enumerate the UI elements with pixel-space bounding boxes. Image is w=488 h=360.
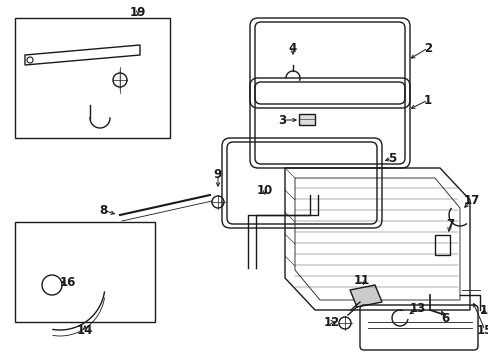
Text: 12: 12: [323, 315, 340, 328]
Text: 1: 1: [423, 94, 431, 107]
Text: 13: 13: [409, 302, 425, 315]
Text: 17: 17: [463, 194, 479, 207]
Text: 18: 18: [479, 303, 488, 316]
Text: 2: 2: [423, 41, 431, 54]
Polygon shape: [349, 285, 381, 307]
Text: 15: 15: [476, 324, 488, 337]
Text: 19: 19: [129, 5, 146, 18]
Text: 14: 14: [77, 324, 93, 337]
Polygon shape: [298, 114, 314, 125]
Bar: [15, 222, 155, 322]
Text: 6: 6: [440, 311, 448, 324]
Text: 8: 8: [99, 203, 107, 216]
Text: 16: 16: [60, 275, 76, 288]
Text: 5: 5: [387, 152, 395, 165]
Text: 10: 10: [256, 184, 273, 197]
Text: 3: 3: [277, 113, 285, 126]
Text: 11: 11: [353, 274, 369, 287]
Bar: [15, 18, 170, 138]
Text: 7: 7: [445, 219, 453, 231]
Text: 4: 4: [288, 41, 297, 54]
Text: 9: 9: [213, 168, 222, 181]
